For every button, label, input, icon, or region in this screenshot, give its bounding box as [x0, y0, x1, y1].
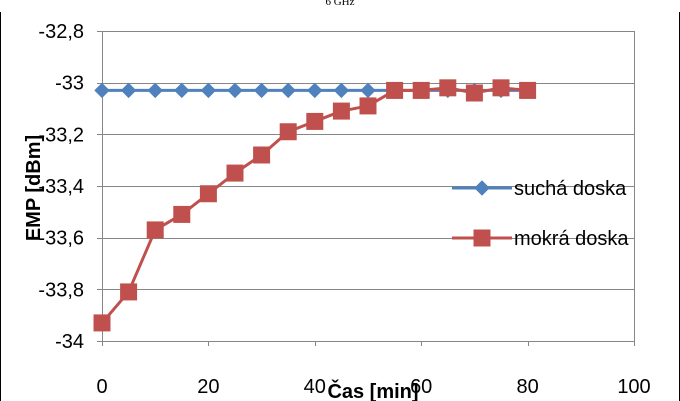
y-tick-label: -33 [55, 73, 84, 95]
data-point [359, 97, 377, 115]
x-tick-label: 60 [410, 376, 432, 398]
data-point [146, 221, 164, 239]
x-tick-label: 100 [617, 376, 650, 398]
legend-marker [473, 229, 491, 247]
legend: suchá doska mokrá doska [452, 178, 629, 250]
data-point [333, 82, 350, 99]
data-point [307, 82, 323, 99]
data-point [386, 81, 404, 99]
legend-marker [474, 180, 490, 196]
data-point [94, 82, 110, 99]
data-point [200, 82, 217, 99]
y-tick-label: -32,8 [38, 21, 84, 43]
chart-area-background [0, 12, 680, 401]
series-1 [93, 79, 537, 332]
data-point [226, 164, 244, 182]
data-point [120, 82, 137, 99]
y-tick-label: -34 [55, 331, 84, 353]
data-point [173, 205, 191, 223]
chart-title: 6 GHz [325, 0, 355, 8]
data-point [199, 185, 217, 203]
data-point [439, 79, 457, 97]
plot-area-border [102, 31, 635, 342]
x-tick-label: 20 [197, 376, 219, 398]
legend-label: suchá doska [514, 178, 627, 200]
data-point [147, 82, 163, 99]
x-tick-label: 80 [516, 376, 538, 398]
legend-item-1: mokrá doska [452, 228, 629, 250]
data-point [253, 82, 270, 99]
data-point [253, 146, 271, 164]
data-point [227, 82, 243, 99]
data-point [332, 102, 350, 120]
legend-item-0: suchá doska [452, 178, 627, 200]
data-point [465, 84, 483, 102]
y-tick-label: -33,6 [38, 228, 84, 250]
tick-labels: -32,8 -33 -33,2 -33,4 -33,6 -33,8 -34 0 20 40 60 80… [38, 21, 650, 398]
y-tick-label: -33,8 [38, 279, 84, 301]
data-point [306, 112, 324, 130]
x-axis-title: Čas [min] [327, 379, 418, 401]
data-point [174, 82, 190, 99]
data-point [412, 81, 430, 99]
axes [97, 31, 635, 346]
data-point [93, 314, 111, 332]
legend-label: mokrá doska [514, 228, 629, 250]
data-point [492, 79, 510, 97]
x-tick-label: 0 [96, 376, 107, 398]
y-axis-title: EMP [dBm] [23, 135, 45, 241]
data-point [280, 82, 296, 99]
series-layer [93, 79, 537, 332]
data-point [279, 123, 297, 141]
y-tick-label: -33,2 [38, 124, 84, 146]
data-point [519, 81, 537, 99]
x-tick-label: 40 [304, 376, 326, 398]
y-tick-label: -33,4 [38, 176, 84, 198]
data-point [120, 283, 138, 301]
